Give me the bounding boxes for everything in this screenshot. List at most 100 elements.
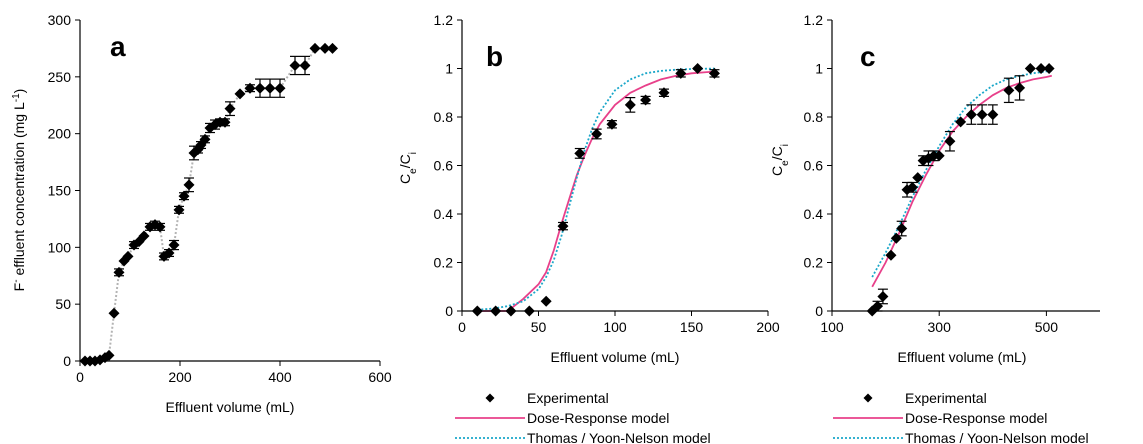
data-point — [692, 63, 704, 74]
y-title-sup1: - — [11, 279, 22, 282]
dose-response-curve — [871, 74, 1052, 288]
dose-response-curve — [477, 70, 715, 312]
legend-label: Thomas / Yoon-Nelson model — [905, 430, 1089, 444]
y-tick-label: 0.8 — [434, 109, 454, 125]
data-point — [264, 82, 276, 94]
data-point — [219, 116, 231, 128]
x-tick-label: 0 — [458, 319, 466, 335]
y-tick-label: 0.4 — [434, 206, 454, 222]
legend-label: Experimental — [527, 390, 609, 406]
data-point — [1003, 84, 1015, 96]
experimental-connector-line — [85, 47, 333, 362]
data-point — [708, 67, 720, 79]
y-tick-label: 0.2 — [804, 255, 824, 271]
y-tick-label: 50 — [55, 296, 71, 312]
data-point — [163, 247, 175, 259]
data-point — [154, 221, 166, 233]
y-tick-label: 250 — [48, 69, 72, 85]
data-point — [319, 42, 331, 54]
data-point — [254, 82, 266, 94]
data-point — [1035, 63, 1047, 74]
data-point — [658, 87, 670, 99]
y-tick-label: 1.2 — [434, 12, 454, 28]
x-tick-label: 300 — [928, 319, 952, 335]
thomas-yoon-nelson-curve — [871, 70, 1052, 278]
x-tick-label: 150 — [680, 319, 704, 335]
panel-c-legend: Experimental Dose-Response model Thomas / … — [833, 390, 1089, 444]
data-point — [606, 118, 618, 130]
x-tick-label: 100 — [820, 319, 844, 335]
data-point — [933, 150, 945, 162]
data-point — [199, 133, 211, 145]
panel-b-marks — [471, 63, 720, 317]
x-tick-label: 0 — [76, 369, 84, 385]
data-point — [309, 42, 321, 54]
panel-c-marks — [866, 63, 1055, 317]
x-tick-label: 100 — [603, 319, 627, 335]
legend-label: Experimental — [905, 390, 987, 406]
data-point — [976, 109, 988, 121]
panel-a-letter: a — [110, 31, 126, 62]
data-point — [224, 103, 236, 115]
data-point — [574, 147, 586, 159]
legend-label: Thomas / Yoon-Nelson model — [527, 430, 711, 444]
thomas-yoon-nelson-curve — [477, 67, 715, 311]
y-tick-label: 0 — [815, 303, 823, 319]
data-point — [138, 230, 150, 242]
panel-c: c 100 300 500 0 0.2 0.4 0.6 0.8 1 1.2 Effluent vo… — [769, 12, 1100, 444]
data-point — [906, 181, 918, 193]
y-title-sub1: e — [780, 160, 791, 166]
y-tick-label: 0.2 — [434, 255, 454, 271]
data-point — [624, 99, 636, 111]
data-point — [173, 204, 185, 216]
y-title-end: ) — [11, 89, 27, 94]
legend-marker-experimental — [485, 393, 495, 403]
legend-label: Dose-Response model — [527, 410, 669, 426]
y-tick-label: 0 — [63, 353, 71, 369]
data-point — [557, 220, 569, 232]
legend-marker-experimental — [863, 393, 873, 403]
y-tick-label: 0.6 — [804, 158, 824, 174]
data-point — [274, 82, 286, 94]
y-title-sub1: e — [408, 168, 419, 174]
y-title-sub2: i — [408, 152, 419, 154]
legend-label: Dose-Response model — [905, 410, 1047, 426]
panel-a-y-axis-title: F- effluent concentration (mg L-1) — [11, 89, 28, 292]
data-point — [885, 249, 897, 261]
y-tick-label: 200 — [48, 126, 72, 142]
y-tick-label: 0.6 — [434, 158, 454, 174]
panel-b-ticks: 0 50 100 150 200 0 0.2 0.4 0.6 0.8 1 1.2 — [434, 12, 780, 335]
data-point — [896, 223, 908, 235]
data-point — [912, 172, 924, 184]
x-tick-label: 200 — [168, 369, 192, 385]
x-tick-label: 200 — [756, 319, 780, 335]
data-point — [234, 88, 246, 100]
panel-a-marks — [79, 42, 338, 367]
data-point — [955, 116, 967, 128]
y-title-main: C — [397, 174, 413, 184]
panel-a: a 0 200 400 600 0 50 100 150 200 250 300 Effluent … — [11, 12, 392, 415]
panel-b: b 0 50 100 150 200 0 0.2 0.4 0.6 0.8 1 1.2 Effluent… — [397, 12, 780, 444]
panel-b-x-axis-title: Effluent volume (mL) — [551, 349, 680, 365]
data-point — [108, 307, 120, 319]
panel-b-letter: b — [486, 41, 503, 72]
data-point — [890, 232, 902, 244]
panel-c-ticks: 100 300 500 0 0.2 0.4 0.6 0.8 1 1.2 — [804, 12, 1059, 335]
y-title-sup2: -1 — [11, 93, 22, 102]
y-tick-label: 100 — [48, 239, 72, 255]
x-tick-label: 600 — [368, 369, 392, 385]
data-point — [1043, 63, 1055, 74]
y-tick-label: 0.8 — [804, 109, 824, 125]
panel-c-letter: c — [860, 41, 876, 72]
y-tick-label: 1.2 — [804, 12, 824, 28]
y-title-main: F — [11, 283, 27, 292]
data-point — [1014, 82, 1026, 94]
data-point — [327, 42, 338, 54]
panel-a-x-axis-title: Effluent volume (mL) — [166, 399, 295, 415]
data-point — [183, 179, 195, 191]
y-tick-label: 1 — [445, 61, 453, 77]
panel-b-y-axis-title: Ce/Ci — [397, 152, 419, 184]
y-title-sub2: i — [780, 144, 791, 146]
y-title-mid: effluent concentration (mg L — [11, 102, 27, 279]
